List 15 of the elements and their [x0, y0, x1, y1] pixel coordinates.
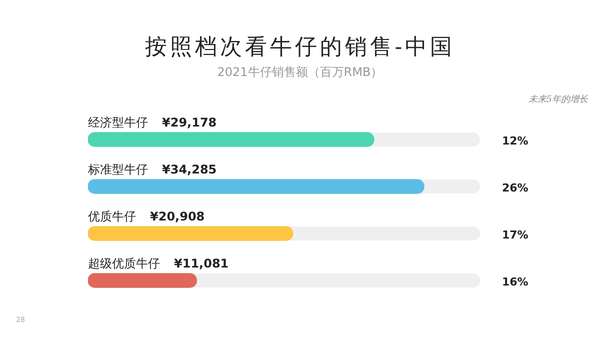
chart-title: 按照档次看牛仔的销售-中国	[144, 34, 456, 62]
y-tick-label: 优质牛仔	[88, 210, 136, 224]
data-label: ¥11,081	[174, 256, 229, 270]
text: 12%	[502, 134, 528, 148]
text: 16%	[502, 275, 528, 288]
y-tick-label: 经济型牛仔	[88, 116, 148, 130]
data-label: ¥34,285	[162, 162, 217, 176]
chart-subtitle: 2021牛仔销售额（百万RMB）	[216, 64, 384, 81]
text: 未来5年的增长	[528, 94, 589, 105]
data-label: ¥29,178	[162, 116, 217, 130]
y-tick-label: 标准型牛仔	[87, 162, 148, 176]
text: 26%	[502, 181, 528, 194]
text: 17%	[502, 228, 528, 242]
data-label: ¥20,908	[150, 210, 205, 224]
y-tick-label: 超级优质牛仔	[88, 256, 160, 270]
